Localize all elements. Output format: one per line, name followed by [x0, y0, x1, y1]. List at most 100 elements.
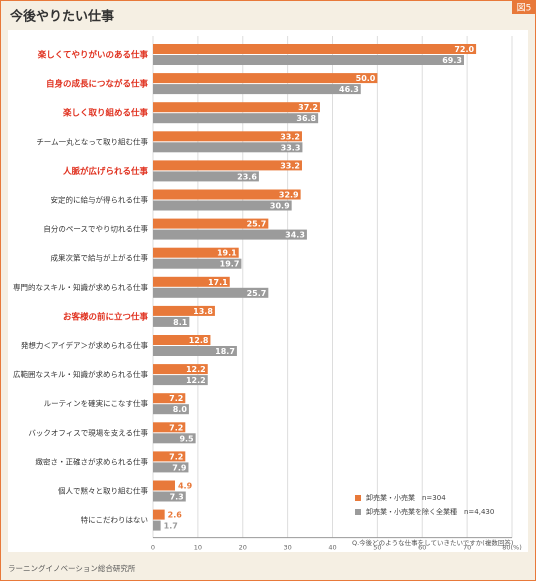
bar [153, 375, 208, 386]
bar [153, 55, 464, 65]
bar [153, 509, 165, 520]
category-label: 自分のペースでやり切れる仕事 [43, 224, 148, 234]
category-label: 安定的に給与が得られる仕事 [51, 195, 149, 205]
value-label: 23.6 [237, 172, 257, 181]
bar [153, 480, 175, 491]
bar [153, 404, 189, 415]
value-label: 32.9 [279, 191, 299, 200]
x-tick-label: 80(%) [502, 544, 522, 552]
value-label: 72.0 [454, 45, 474, 54]
value-label: 12.2 [186, 376, 206, 385]
bar [153, 316, 190, 327]
bar [153, 305, 215, 316]
bar [153, 131, 302, 142]
legend-swatch [355, 509, 361, 515]
category-label: 楽しくてやりがいのある仕事 [37, 50, 149, 61]
note: Q.今後どのような仕事をしていきたいですか(複数回答) [352, 538, 513, 547]
value-label: 7.2 [169, 394, 183, 403]
value-label: 34.3 [285, 231, 305, 240]
bar [153, 218, 269, 229]
bar [153, 247, 239, 258]
category-label: 自身の成長につながる仕事 [46, 79, 149, 90]
x-tick-label: 40 [328, 544, 336, 552]
x-tick-label: 0 [151, 544, 155, 552]
x-tick-label: 60 [418, 544, 426, 552]
bar [153, 160, 302, 171]
value-label: 12.8 [189, 336, 209, 345]
value-label: 30.9 [270, 202, 290, 211]
bar [153, 229, 307, 240]
bar [153, 393, 186, 404]
x-tick-label: 10 [194, 544, 202, 552]
category-label: 人脈が広げられる仕事 [63, 166, 149, 177]
bar [153, 73, 378, 84]
x-tick-label: 30 [283, 544, 291, 552]
bar [153, 364, 208, 375]
bar [153, 258, 242, 269]
value-label: 19.1 [217, 249, 237, 258]
bar [153, 200, 292, 211]
bar [153, 433, 196, 444]
bar [153, 451, 186, 462]
badge: 図5 [517, 3, 532, 14]
bar [153, 335, 211, 345]
bar [153, 462, 189, 473]
category-label: ルーティンを確実にこなす仕事 [44, 398, 149, 408]
bar [153, 44, 477, 54]
category-label: 成果次第で給与が上がる仕事 [51, 253, 149, 263]
value-label: 33.2 [280, 132, 300, 141]
bar [153, 520, 161, 531]
badge-bg [512, 0, 536, 14]
value-label: 2.6 [168, 511, 183, 520]
legend-label: 卸売業・小売業を除く全業種 n=4,430 [366, 507, 494, 516]
value-label: 7.2 [169, 452, 183, 461]
value-label: 25.7 [247, 220, 267, 229]
value-label: 7.2 [169, 423, 183, 432]
category-label: 楽しく取り組める仕事 [62, 108, 149, 119]
value-label: 9.5 [179, 434, 194, 443]
value-label: 17.1 [208, 278, 228, 287]
category-label: バックオフィスで現場を支える仕事 [28, 427, 148, 437]
bar [153, 113, 319, 124]
value-label: 33.2 [280, 161, 300, 170]
category-label: 広範囲なスキル・知識が求められる仕事 [13, 369, 148, 379]
value-label: 1.7 [164, 522, 178, 531]
bar [153, 142, 303, 153]
category-label: チーム一丸となって取り組む仕事 [36, 136, 148, 146]
value-label: 13.8 [193, 307, 213, 316]
value-label: 46.3 [339, 85, 359, 94]
bar [153, 276, 230, 287]
category-label: 緻密さ・正確さが求められる仕事 [36, 456, 149, 466]
x-tick-label: 70 [463, 544, 471, 552]
bar [153, 287, 269, 298]
value-label: 69.3 [442, 56, 462, 65]
category-label: お客様の前に立つ仕事 [63, 311, 149, 322]
value-label: 33.3 [281, 143, 301, 152]
value-label: 25.7 [247, 289, 267, 298]
value-label: 12.2 [186, 365, 206, 374]
value-label: 7.3 [170, 493, 184, 502]
value-label: 50.0 [356, 74, 376, 83]
legend-swatch [355, 495, 361, 501]
bar [153, 491, 186, 502]
legend-label: 卸売業・小売業 n=304 [366, 493, 446, 502]
bar [153, 102, 320, 113]
category-label: 専門的なスキル・知識が求められる仕事 [13, 282, 148, 292]
value-label: 8.1 [173, 318, 188, 327]
x-tick-label: 50 [373, 544, 381, 552]
value-label: 4.9 [178, 482, 193, 491]
x-tick-label: 20 [239, 544, 247, 552]
value-label: 18.7 [215, 347, 235, 356]
bar [153, 346, 237, 356]
bar [153, 171, 259, 182]
category-label: 発想力＜アイデア＞が求められる仕事 [21, 340, 149, 350]
value-label: 36.8 [296, 114, 316, 123]
category-label: 特にこだわりはない [81, 515, 148, 525]
value-label: 37.2 [298, 103, 318, 112]
category-label: 個人で黙々と取り組む仕事 [58, 486, 148, 496]
bar [153, 84, 361, 95]
chart-title: 今後やりたい仕事 [9, 9, 114, 25]
bar [153, 422, 186, 433]
value-label: 7.9 [172, 463, 187, 472]
